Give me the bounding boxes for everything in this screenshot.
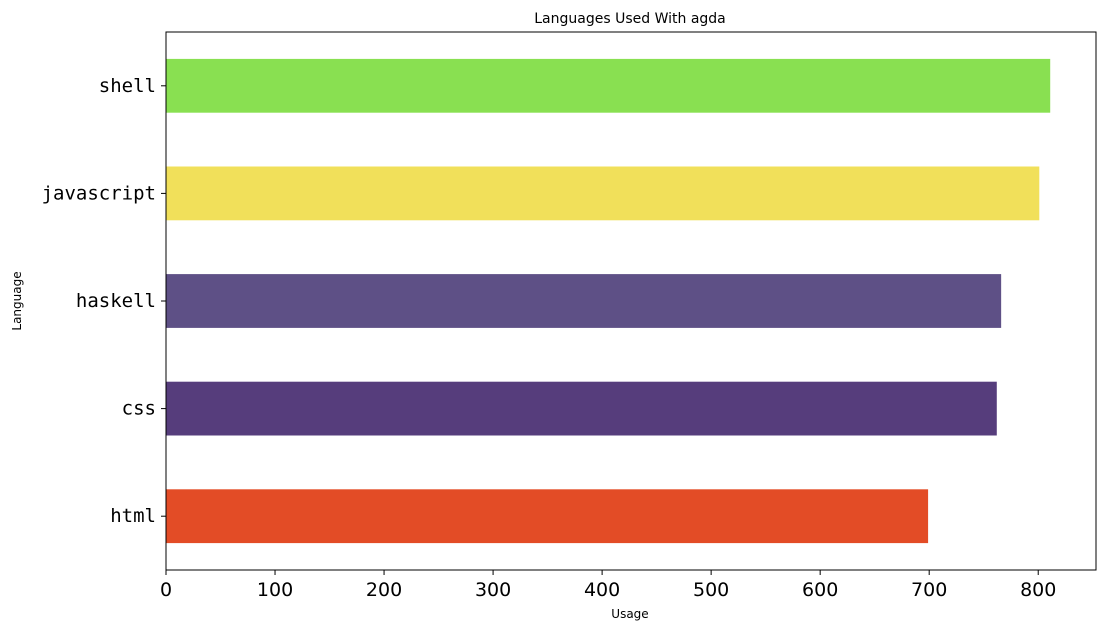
x-tick-label-400: 400: [584, 579, 620, 601]
bar-css: [166, 381, 997, 436]
y-tick-label-html: html: [110, 505, 156, 527]
x-tick-label-800: 800: [1020, 579, 1056, 601]
x-axis-label: Usage: [611, 607, 648, 621]
bar-html: [166, 489, 929, 544]
ticks-layer: html css haskell javascript shell 0 100 200 300 4…: [42, 75, 1057, 601]
x-tick-label-700: 700: [911, 579, 947, 601]
chart-title: Languages Used With agda: [534, 11, 726, 27]
y-tick-label-css: css: [122, 398, 156, 420]
y-tick-label-haskell: haskell: [76, 290, 156, 312]
bar-shell: [166, 58, 1051, 113]
y-tick-label-shell: shell: [99, 75, 156, 97]
x-tick-label-300: 300: [475, 579, 511, 601]
bar-haskell: [166, 274, 1002, 328]
x-tick-label-100: 100: [257, 579, 293, 601]
x-tick-label-500: 500: [693, 579, 729, 601]
y-axis-label: Language: [10, 271, 24, 330]
bars-layer: [166, 58, 1051, 544]
x-tick-label-0: 0: [160, 579, 172, 601]
x-tick-label-200: 200: [366, 579, 402, 601]
y-tick-label-javascript: javascript: [42, 182, 156, 204]
x-tick-label-600: 600: [802, 579, 838, 601]
bar-javascript: [166, 166, 1040, 221]
